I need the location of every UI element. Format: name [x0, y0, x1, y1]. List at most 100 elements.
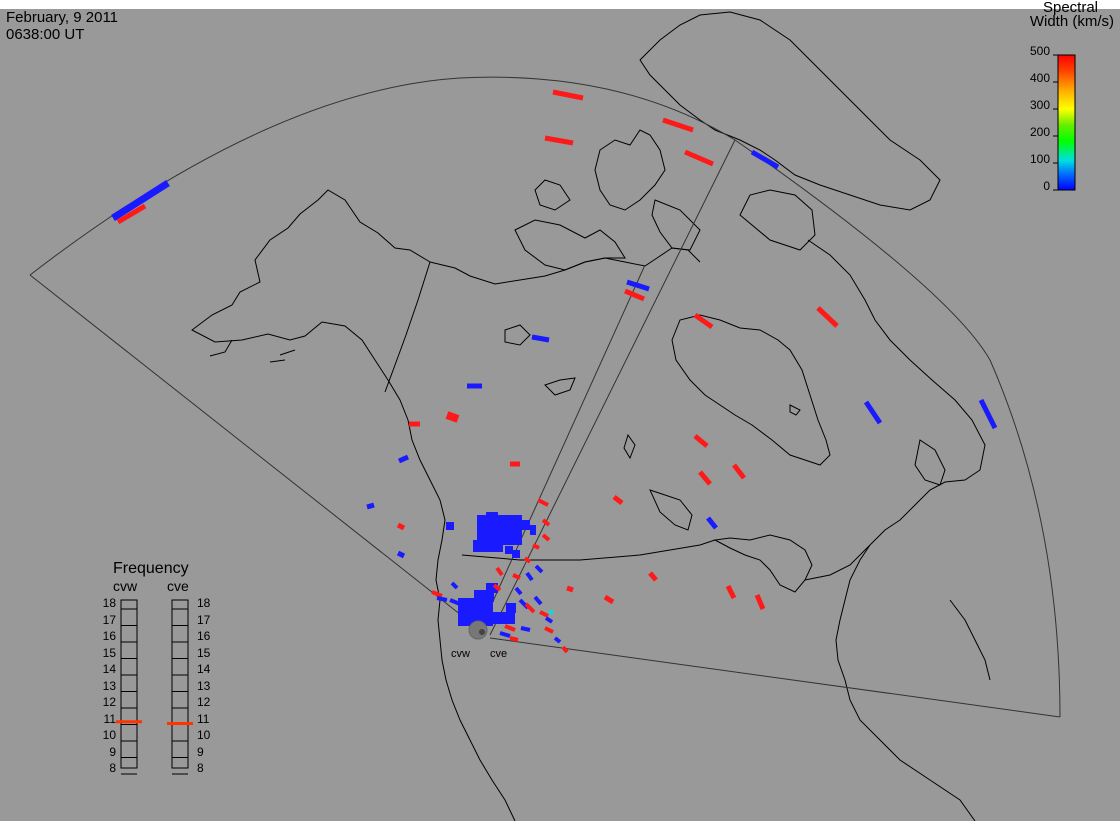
scatter-cell: [436, 596, 448, 602]
scatter-cell: [520, 520, 530, 530]
scatter-cell: [512, 573, 521, 580]
frequency-title: Frequency: [113, 560, 189, 577]
colorbar: [1053, 54, 1076, 191]
scatter-cell: [648, 571, 658, 582]
east-coast: [835, 544, 976, 821]
great-lakes: [713, 534, 813, 593]
fov-inner-right: [489, 139, 736, 636]
frequency-tick-left: 9: [109, 744, 116, 759]
frequency-tick-right: 18: [197, 596, 211, 610]
frequency-tick-right: 10: [197, 728, 211, 742]
radar-fov: [29, 76, 1061, 718]
frequency-tick-right: 16: [197, 629, 211, 643]
frequency-tick-right: 8: [197, 761, 204, 775]
arctic-island-5: [504, 324, 531, 346]
inland-lake-1: [544, 377, 576, 396]
scatter-cell: [396, 522, 406, 531]
radar-site-cvw: [468, 620, 488, 640]
scatter-cell: [504, 624, 516, 632]
scatter-cell: [816, 306, 839, 328]
alaska-canada-border: [384, 261, 431, 393]
scatter-cell: [978, 398, 998, 430]
scatter-cell: [732, 463, 746, 480]
us-canada-border: [461, 539, 716, 561]
arctic-island-4: [534, 179, 571, 211]
frequency-tick-right: 14: [197, 662, 211, 676]
baja-coast: [949, 599, 991, 681]
scatter-cell: [624, 288, 645, 302]
frequency-tick-left: 17: [102, 612, 116, 627]
scatter-layer: [111, 89, 998, 654]
scatter-cell: [544, 616, 554, 624]
scatter-cell: [662, 117, 694, 133]
scatter-cell: [397, 454, 410, 464]
frequency-tick-left: 18: [102, 596, 116, 610]
arctic-island-1: [594, 129, 666, 211]
frequency-tick-right: 11: [197, 711, 210, 726]
scatter-cell: [520, 626, 531, 632]
scatter-cell: [431, 590, 443, 598]
fov-arc: [29, 76, 1061, 718]
scatter-cell: [490, 612, 515, 624]
scatter-cell: [698, 470, 712, 486]
fov-right-edge: [489, 637, 1061, 718]
scatter-cell: [499, 631, 511, 638]
scatter-cell: [684, 149, 714, 167]
colorbar-tick-label: 400: [1029, 71, 1050, 85]
scatter-cell: [486, 583, 498, 593]
alaska-coast: [191, 189, 431, 421]
scatter-cell: [509, 636, 519, 642]
frequency-label-cve: cve: [167, 578, 189, 594]
scatter-cell: [549, 610, 553, 614]
scatter-cell: [750, 149, 780, 170]
colorbar-tick-label: 200: [1029, 125, 1050, 139]
radar-label-cvw: cvw: [451, 648, 470, 660]
scatter-cell: [534, 564, 544, 574]
boundaries: [384, 261, 871, 581]
scatter-cell: [537, 498, 549, 507]
baffin-island: [739, 189, 816, 251]
gulf-stlawrence: [914, 439, 946, 486]
frequency-grid-lines: [121, 608, 188, 775]
scatter-cell: [725, 584, 737, 600]
scatter-cell: [111, 180, 170, 221]
scatter-cell: [366, 502, 375, 510]
coastline-outlines: [191, 11, 991, 821]
scatter-cell: [754, 594, 766, 610]
colorbar-tick-label: 100: [1029, 152, 1050, 166]
scatter-cell: [552, 89, 584, 101]
scatter-cell: [693, 312, 714, 330]
colorbar-title-line1: Spectral: [1042, 0, 1098, 16]
frequency-tick-left: 12: [102, 695, 116, 709]
west-coast: [407, 419, 516, 821]
scatter-cell: [541, 518, 551, 527]
colorbar-tick-label: 500: [1029, 44, 1050, 58]
scatter-cell: [539, 610, 549, 618]
greenland-coast: [639, 11, 941, 211]
scatter-cell: [450, 581, 459, 590]
scatter-cell: [116, 203, 147, 225]
scatter-cell: [544, 626, 554, 634]
scatter-cell: [514, 586, 523, 596]
frequency-tick-left: 10: [102, 728, 116, 742]
hudson-bay: [671, 314, 831, 466]
scatter-cell: [446, 522, 454, 530]
radar-label-cve: cve: [490, 648, 508, 660]
date-label: February, 9 2011: [6, 9, 119, 26]
scatter-cell: [561, 645, 569, 654]
scatter-cell: [612, 495, 624, 505]
scatter-cell: [524, 602, 536, 614]
radar-sites: [468, 620, 488, 640]
frequency-tick-left: 15: [102, 645, 116, 660]
frequency-tick-right: 17: [197, 612, 211, 627]
scatter-cell: [449, 598, 461, 606]
fov-left-edge: [29, 274, 481, 631]
scatter-cell: [525, 571, 534, 582]
scatter-cell: [492, 583, 502, 592]
east-border: [804, 544, 871, 581]
frequency-panel: [116, 599, 193, 775]
scatter-cell: [603, 594, 615, 605]
scatter-cell: [626, 279, 650, 292]
scatter-cell: [486, 512, 498, 520]
inland-lake-2: [623, 433, 636, 460]
